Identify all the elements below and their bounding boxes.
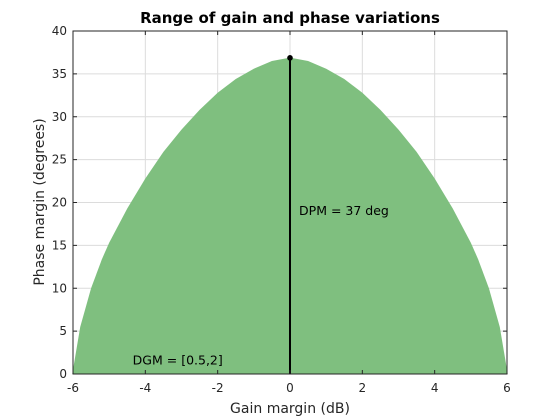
x-tick-label-6: 6	[503, 381, 511, 395]
y-tick-label-2: 10	[52, 281, 67, 295]
chart-title: Range of gain and phase variations	[140, 9, 440, 27]
y-tick-label-1: 5	[59, 324, 67, 338]
dpm-peak-marker	[287, 55, 293, 61]
dgm-annotation: DGM = [0.5,2]	[133, 352, 223, 367]
y-axis-label: Phase margin (degrees)	[32, 118, 48, 285]
y-tick-label-5: 25	[52, 153, 67, 167]
ticks-layer	[72, 30, 508, 375]
x-tick-label-1: -4	[139, 381, 151, 395]
y-tick-label-8: 40	[52, 24, 67, 38]
tick-labels-layer: -6 -4 -2 0 2 4 6 0 5 10 15 20 25 30 35 40	[52, 24, 511, 395]
x-tick-label-4: 2	[359, 381, 367, 395]
x-tick-label-0: -6	[67, 381, 79, 395]
y-tick-label-6: 30	[52, 110, 67, 124]
x-tick-label-5: 4	[431, 381, 439, 395]
y-tick-label-0: 0	[59, 367, 67, 381]
y-tick-label-7: 35	[52, 67, 67, 81]
x-tick-label-2: -2	[212, 381, 224, 395]
y-tick-label-4: 20	[52, 196, 67, 210]
y-tick-label-3: 15	[52, 238, 67, 252]
x-axis-label: Gain margin (dB)	[230, 401, 350, 417]
dpm-annotation: DPM = 37 deg	[299, 203, 389, 218]
x-tick-label-3: 0	[286, 381, 294, 395]
